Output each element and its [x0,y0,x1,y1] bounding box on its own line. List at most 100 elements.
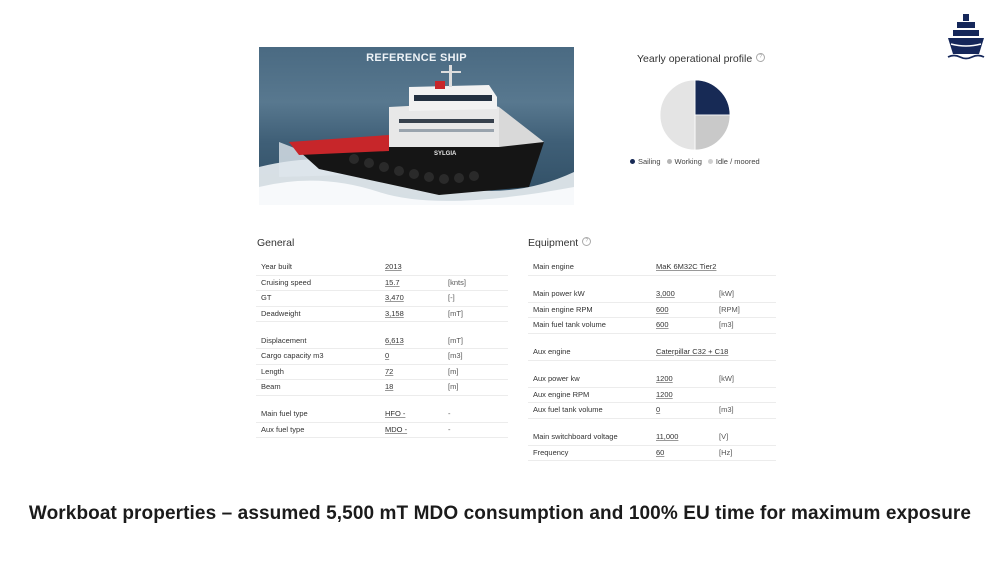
property-value[interactable]: Caterpillar C32 + C18 [656,347,729,356]
property-unit: [kW] [719,289,734,298]
property-value[interactable]: 60 [656,447,665,457]
property-value[interactable]: 2013 [385,262,402,271]
property-label: Main engine RPM [533,304,593,314]
pie-legend: Sailing Working Idle / moored [630,157,766,166]
property-row: Aux power kw 1200 [kW] [528,372,776,388]
property-label: Cargo capacity m3 [261,351,324,360]
property-value[interactable]: 600 [656,304,669,314]
property-label: Cruising speed [261,277,312,287]
chart-title: Yearly operational profile? [637,53,766,65]
property-row: Main engine RPM 600 [RPM] [528,303,776,318]
property-unit: [m3] [448,351,463,360]
pie-slice-idle-moored [659,79,696,151]
property-value[interactable]: 15.7 [385,277,400,287]
headline: Workboat properties – assumed 5,500 mT M… [28,503,972,524]
property-value[interactable]: 6,613 [385,335,404,345]
property-row: Year built 2013 [256,260,508,276]
property-value[interactable]: MaK 6M32C Tier2 [656,262,717,271]
property-label: Aux fuel type [261,424,305,434]
property-unit: [m] [448,382,459,391]
legend-item: Sailing [630,157,661,166]
property-unit: - [448,424,451,434]
property-label: GT [261,293,272,302]
property-label: Aux power kw [533,374,580,383]
property-label: Main switchboard voltage [533,432,618,441]
property-label: Main engine [533,262,574,271]
property-row: Beam 18 [m] [256,380,508,396]
legend-item: Idle / moored [707,157,760,166]
property-value[interactable]: 3,470 [385,293,404,302]
reference-ship-photo: SYLGIA REFERENCE SHIP [259,47,574,205]
property-row: Frequency 60 [Hz] [528,446,776,461]
property-row: GT 3,470 [-] [256,291,508,307]
legend-dot [666,159,672,164]
legend-item: Working [666,157,702,166]
property-row: Main power kW 3,000 [kW] [528,287,776,303]
property-unit: [-] [448,293,455,302]
property-label: Main fuel type [261,409,308,418]
property-row: Main engine MaK 6M32C Tier2 [528,260,776,276]
property-value[interactable]: MDO - [385,424,408,434]
property-label: Deadweight [261,308,301,318]
property-row: Cargo capacity m3 0 [m3] [256,349,508,365]
property-unit: [knts] [448,277,466,287]
property-unit: [m3] [719,320,734,329]
property-row: Length 72 [m] [256,365,508,380]
property-unit: - [448,409,451,418]
property-value[interactable]: 1200 [656,374,673,383]
ship-logo-icon [947,14,985,60]
property-unit: [m] [448,366,459,376]
property-row: Deadweight 3,158 [mT] [256,307,508,322]
pie-slice-working [694,114,731,151]
property-row: Aux fuel type MDO - - [256,423,508,438]
property-label: Aux engine RPM [533,389,590,399]
property-label: Main power kW [533,289,585,298]
general-title: General [257,237,295,249]
property-label: Aux fuel tank volume [533,405,603,414]
property-unit: [mT] [448,335,463,345]
property-value[interactable]: 18 [385,382,394,391]
property-row: Aux fuel tank volume 0 [m3] [528,403,776,419]
property-row: Displacement 6,613 [mT] [256,334,508,349]
legend-dot [630,159,635,164]
pie-slice-sailing [694,79,731,116]
legend-label: Sailing [638,157,661,166]
property-label: Frequency [533,447,569,457]
property-value[interactable]: 1200 [656,389,673,399]
equipment-table: Main engine MaK 6M32C Tier2 Main power kW 3… [528,260,776,461]
property-row: Main fuel tank volume 600 [m3] [528,318,776,334]
property-value[interactable]: 3,000 [656,289,675,298]
property-unit: [RPM] [719,304,740,314]
property-value[interactable]: 0 [385,351,390,360]
legend-label: Idle / moored [715,157,760,166]
property-row: Aux engine RPM 1200 [528,388,776,403]
property-label: Beam [261,382,281,391]
photo-label: REFERENCE SHIP [366,52,467,64]
property-row: Cruising speed 15.7 [knts] [256,276,508,291]
property-value[interactable]: 11,000 [656,432,679,441]
equipment-title: Equipment? [528,237,592,249]
property-label: Length [261,366,284,376]
help-icon[interactable]: ? [582,237,592,246]
property-row: Aux engine Caterpillar C32 + C18 [528,345,776,361]
property-label: Year built [261,262,292,271]
property-value[interactable]: 72 [385,366,394,376]
property-label: Displacement [261,335,307,345]
property-row: Main fuel type HFO - - [256,407,508,423]
property-label: Aux engine [533,347,571,356]
legend-label: Working [674,157,702,166]
property-unit: [Hz] [719,447,733,457]
property-unit: [kW] [719,374,734,383]
property-value[interactable]: 3,158 [385,308,404,318]
operational-profile-pie [659,79,731,151]
property-value[interactable]: 0 [656,405,661,414]
help-icon[interactable]: ? [756,53,766,62]
property-value[interactable]: HFO - [385,409,406,418]
property-value[interactable]: 600 [656,320,669,329]
property-row: Main switchboard voltage 11,000 [V] [528,430,776,446]
property-label: Main fuel tank volume [533,320,606,329]
property-unit: [V] [719,432,729,441]
general-table: Year built 2013 Cruising speed 15.7 [knts] GT… [256,260,508,438]
hull-name: SYLGIA [434,151,457,157]
legend-dot [707,159,713,164]
